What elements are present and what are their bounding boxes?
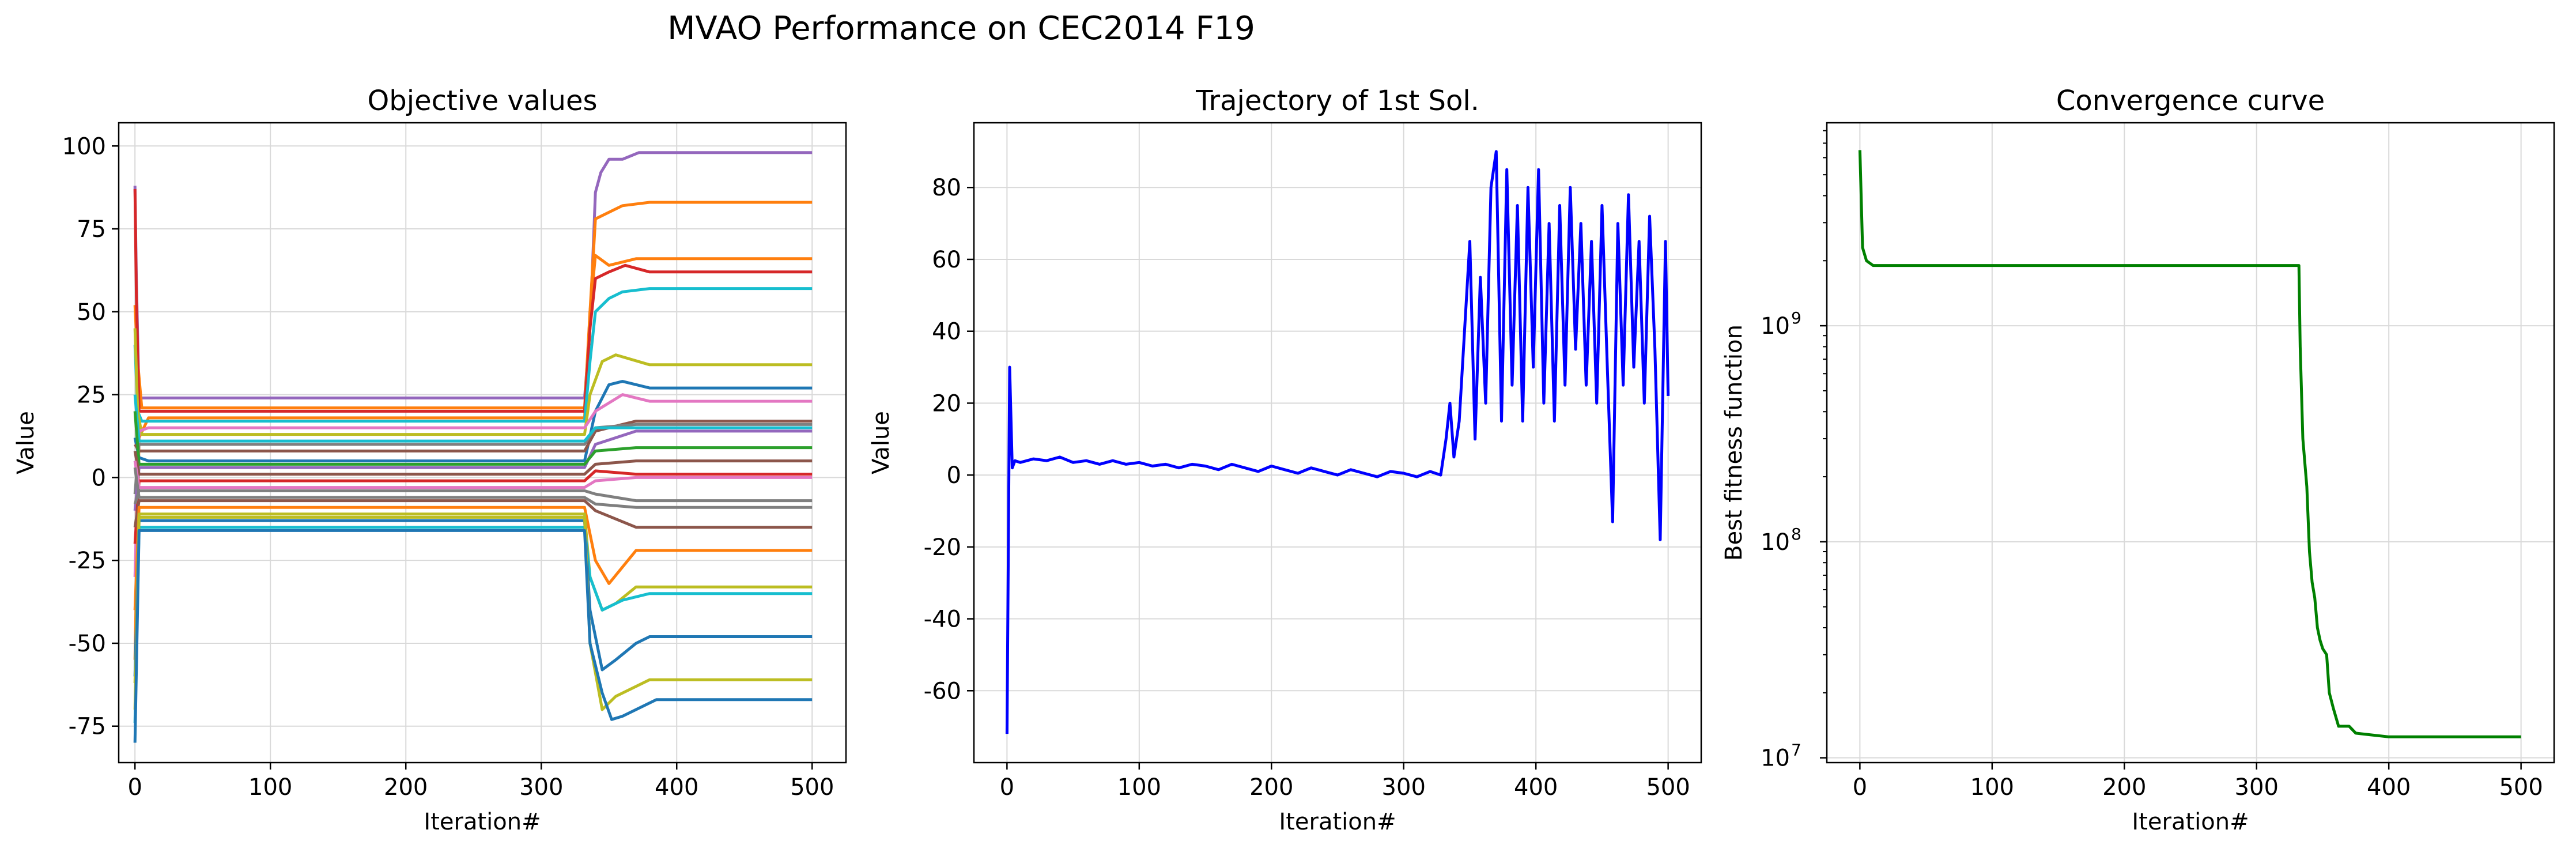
series-line-12 xyxy=(133,411,813,466)
x-tick-label: 300 xyxy=(519,774,563,801)
x-tick-label: 100 xyxy=(1117,774,1161,801)
panel-title: Convergence curve xyxy=(2056,85,2325,117)
series-line-3 xyxy=(133,188,813,413)
series-line-21 xyxy=(133,526,813,723)
x-tick-label: 400 xyxy=(2367,774,2411,801)
x-tick-label: 0 xyxy=(1853,774,1867,801)
plot-frame xyxy=(118,122,847,764)
series-line-10 xyxy=(133,394,813,443)
y-tick-label: 10 xyxy=(1761,529,1790,556)
series-line-22 xyxy=(133,519,813,677)
series-line-5 xyxy=(133,328,813,436)
y-tick-label: 50 xyxy=(77,299,106,326)
series-line-0 xyxy=(1005,150,1670,734)
x-tick-label: 200 xyxy=(384,774,428,801)
x-tick-label: 300 xyxy=(2235,774,2279,801)
y-tick-label: -75 xyxy=(69,714,106,740)
x-tick-label: 100 xyxy=(1970,774,2014,801)
x-tick-label: 400 xyxy=(655,774,698,801)
x-tick-label: 100 xyxy=(248,774,292,801)
x-axis-label: Iteration# xyxy=(1279,809,1396,835)
series-line-17 xyxy=(133,467,813,509)
y-tick-label: 75 xyxy=(77,216,106,243)
y-tick-label: -40 xyxy=(924,606,961,633)
y-tick-label: -25 xyxy=(69,548,106,574)
series-line-7 xyxy=(133,393,813,577)
series-line-23 xyxy=(133,515,813,711)
y-tick-label: 80 xyxy=(932,175,961,201)
series-line-0 xyxy=(1858,150,2521,738)
y-axis-label: Value xyxy=(868,411,894,474)
series-line-19 xyxy=(133,506,813,610)
y-tick-label: -20 xyxy=(924,534,961,561)
y-tick-exponent: 8 xyxy=(1791,525,1801,544)
panel-title: Objective values xyxy=(368,85,598,117)
x-tick-label: 0 xyxy=(127,774,142,801)
y-tick-label: 100 xyxy=(62,133,106,160)
x-tick-label: 500 xyxy=(1646,774,1690,801)
y-tick-label: 40 xyxy=(932,319,961,345)
x-axis-label: Iteration# xyxy=(424,809,541,835)
y-tick-label: -50 xyxy=(69,631,106,657)
plot-frame xyxy=(973,122,1702,764)
y-tick-exponent: 7 xyxy=(1791,741,1801,760)
x-tick-label: 200 xyxy=(2102,774,2146,801)
panel-title: Trajectory of 1st Sol. xyxy=(1195,85,1479,117)
x-tick-label: 300 xyxy=(1382,774,1426,801)
y-axis-label: Best fitness function xyxy=(1721,325,1747,561)
y-tick-label: 0 xyxy=(947,462,961,489)
figure-title: MVAO Performance on CEC2014 F19 xyxy=(667,10,1255,47)
series-line-18 xyxy=(133,499,813,529)
y-tick-label: 10 xyxy=(1761,313,1790,340)
y-tick-exponent: 9 xyxy=(1791,308,1801,327)
x-tick-label: 500 xyxy=(2499,774,2543,801)
y-tick-label: 25 xyxy=(77,382,106,409)
series-line-24 xyxy=(133,529,813,743)
objective-values-panel: 0 100 200 300 400 500 -75 -50 -25 0 25 50 75 100 Objec… xyxy=(13,85,847,835)
y-tick-label: 0 xyxy=(92,465,106,491)
y-tick-label: 10 xyxy=(1761,745,1790,772)
y-tick-label: -60 xyxy=(924,678,961,704)
x-tick-label: 400 xyxy=(1514,774,1558,801)
series-line-13 xyxy=(133,450,813,476)
trajectory-panel: 0 100 200 300 400 500 -60 -40 -20 0 20 40 60 80 Trajec… xyxy=(868,85,1702,835)
plot-frame xyxy=(1826,122,2555,764)
y-tick-label: 60 xyxy=(932,247,961,273)
x-tick-label: 0 xyxy=(1000,774,1014,801)
x-tick-label: 500 xyxy=(790,774,834,801)
y-axis-label: Value xyxy=(13,411,39,474)
x-axis-label: Iteration# xyxy=(2132,809,2249,835)
y-tick-label: 20 xyxy=(932,390,961,417)
x-tick-label: 200 xyxy=(1249,774,1293,801)
